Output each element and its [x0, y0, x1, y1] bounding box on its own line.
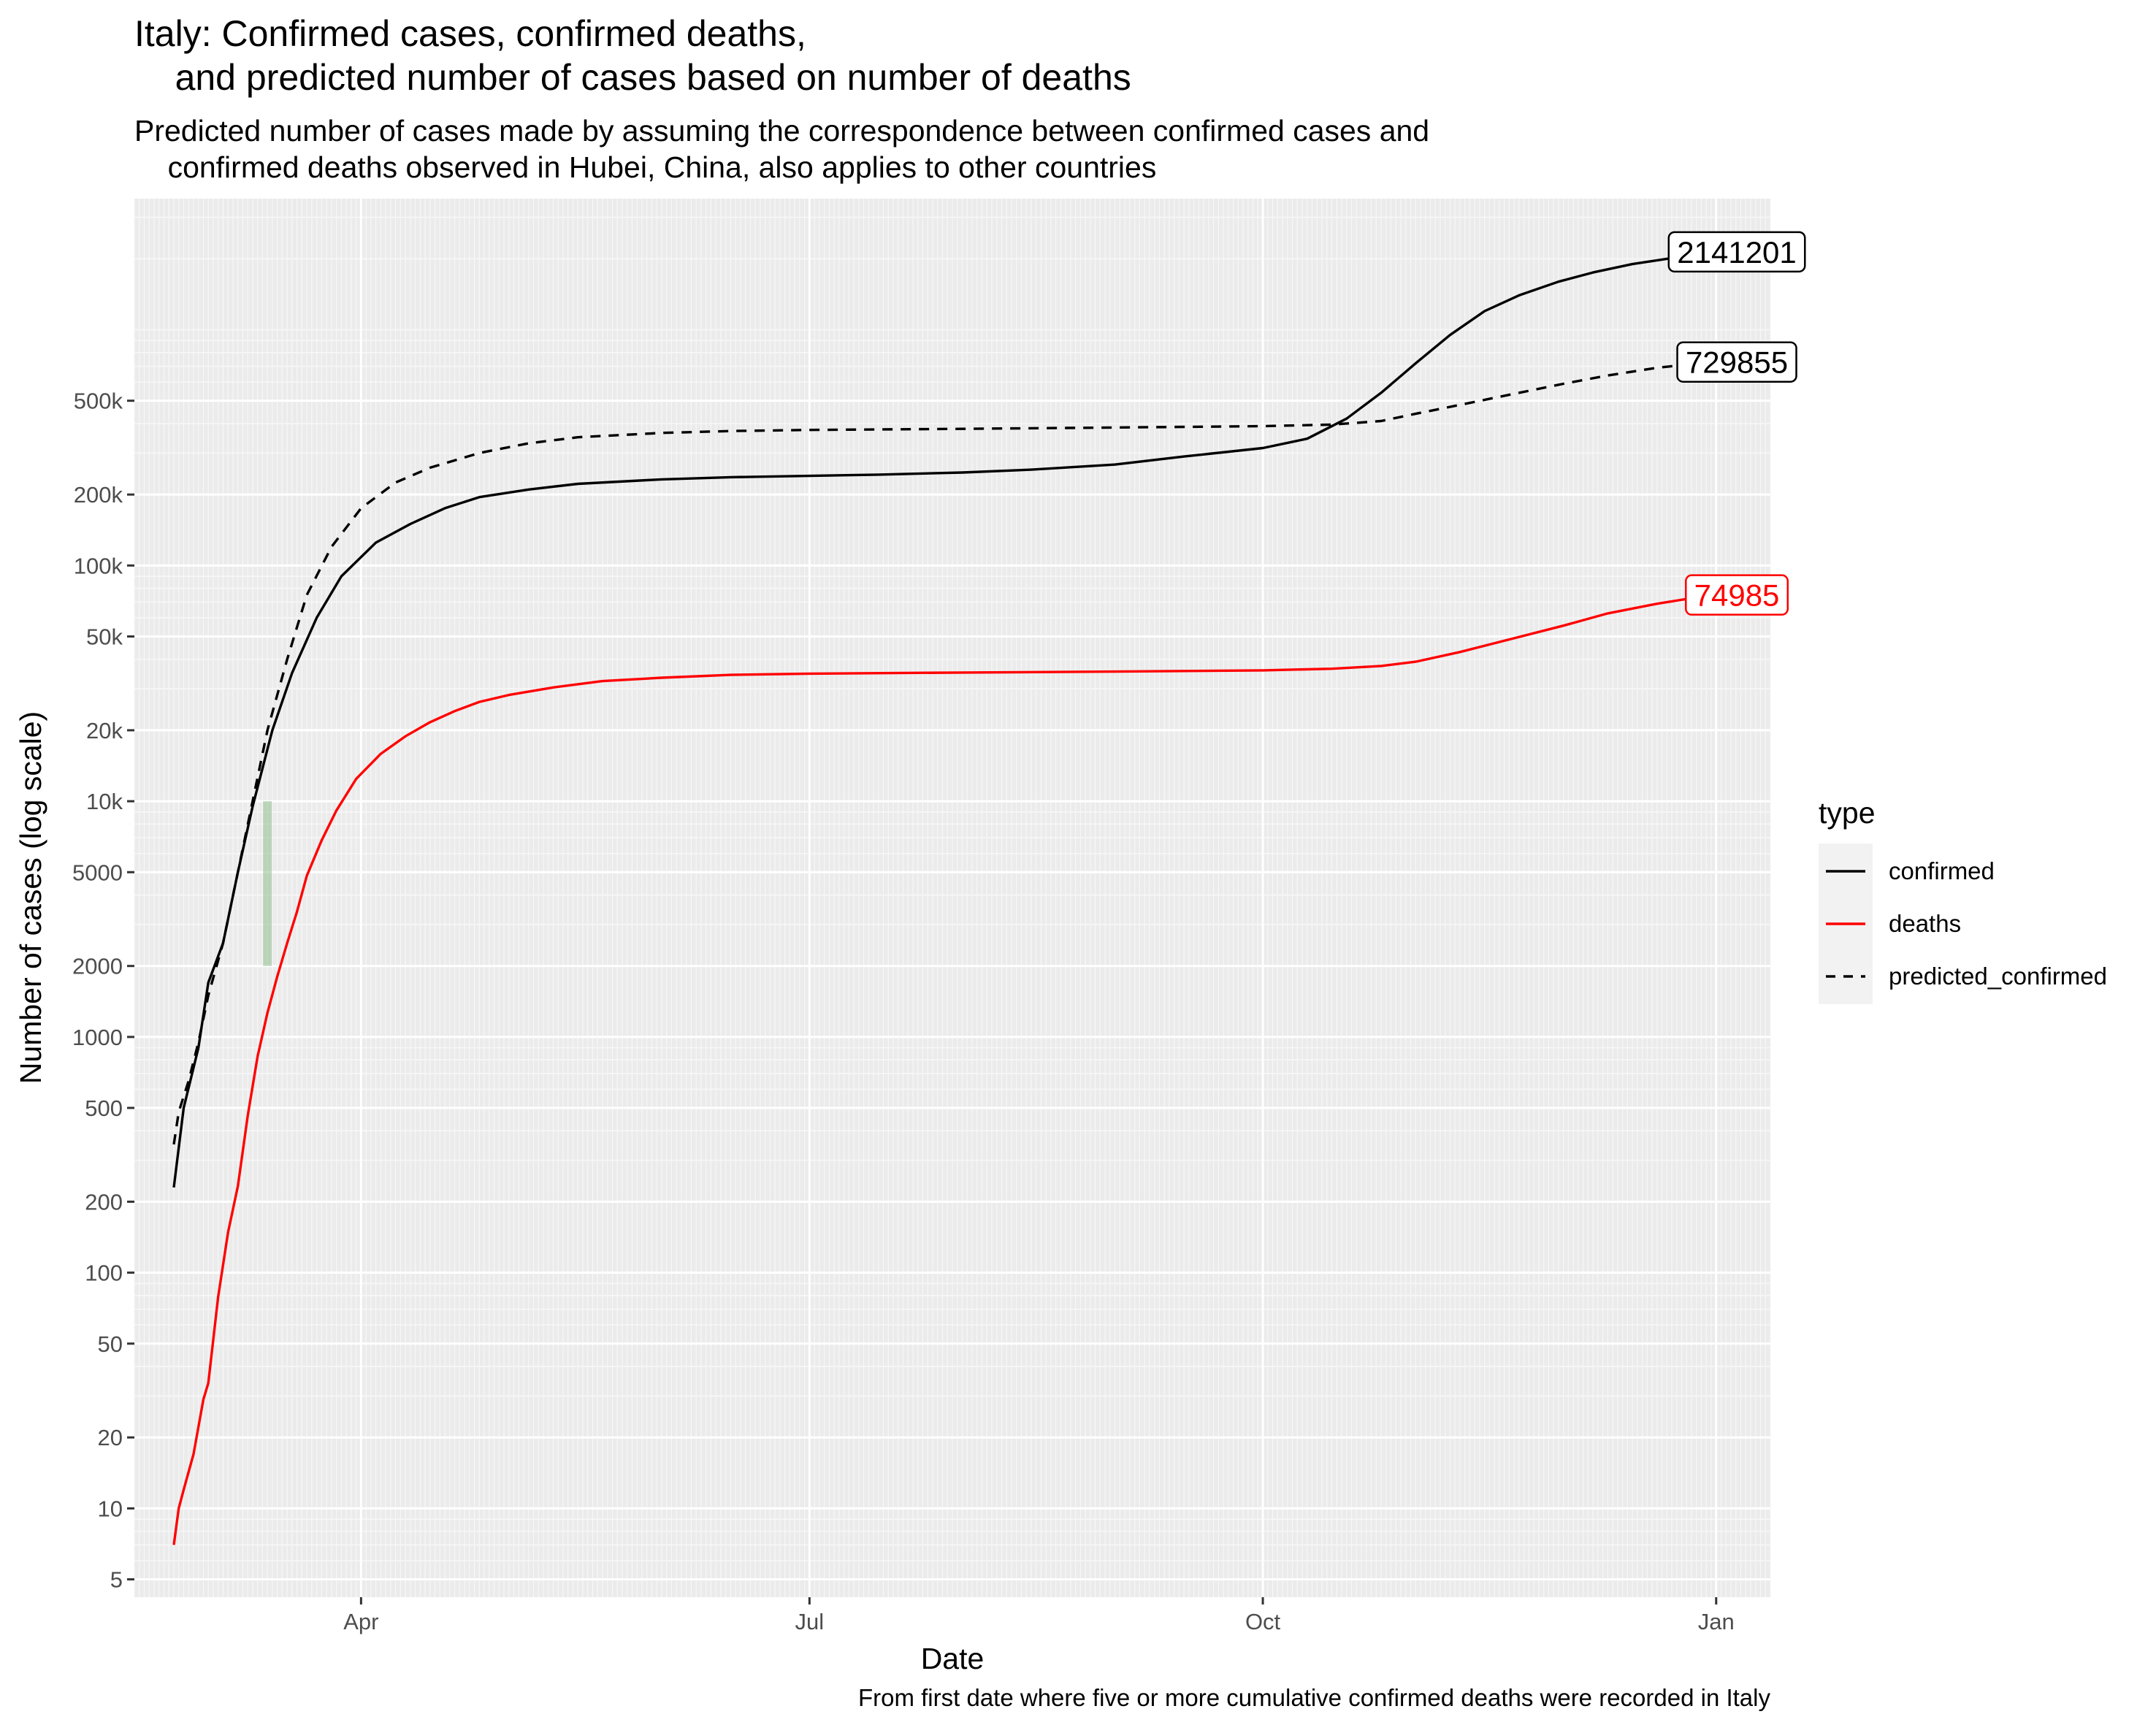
- x-tick-label: Apr: [343, 1609, 378, 1634]
- end-label-box-deaths: [1685, 574, 1789, 616]
- y-tick-label: 20: [98, 1425, 123, 1450]
- y-tick-label: 500: [85, 1095, 123, 1121]
- y-tick-label: 50: [98, 1331, 123, 1357]
- end-labels: 2141201 74985 729855: [1667, 231, 1806, 616]
- series-layer: [172, 250, 1712, 1545]
- highlight-bar: [263, 801, 272, 966]
- y-tick-label: 200k: [74, 482, 123, 508]
- y-tick-label: 1000: [72, 1025, 123, 1050]
- y-axis: 5 10 20 50 100 200 500 1000 2000 5000 10k 20k 50k 100…: [72, 389, 134, 1593]
- y-tick-label: 5000: [72, 860, 123, 885]
- chart-caption: From first date where five or more cumul…: [857, 1684, 1770, 1711]
- legend-title: type: [1819, 796, 1876, 830]
- y-axis-title: Number of cases (log scale): [14, 711, 47, 1084]
- y-tick-label: 50k: [86, 624, 123, 649]
- y-tick-label: 10k: [86, 789, 123, 814]
- end-label-box-confirmed: [1667, 231, 1806, 273]
- y-tick-label: 2000: [72, 954, 123, 979]
- end-label-deaths: 74985: [1694, 578, 1780, 613]
- x-axis: Apr Jul Oct Jan: [343, 1597, 1735, 1634]
- series-line-confirmed: [172, 250, 1712, 1188]
- y-tick-label: 100k: [74, 553, 123, 578]
- x-tick-label: Oct: [1245, 1609, 1281, 1634]
- legend: type confirmed deaths predicted_confirmed: [1819, 796, 2107, 1004]
- grid-major: [134, 199, 1770, 1597]
- y-tick-label: 10: [98, 1496, 123, 1521]
- y-tick-label: 100: [85, 1261, 123, 1286]
- end-label-box-predicted_confirmed: [1676, 341, 1797, 383]
- x-tick-label: Jan: [1698, 1609, 1735, 1634]
- end-label-confirmed: 2141201: [1677, 235, 1797, 269]
- x-axis-title: Date: [921, 1642, 985, 1675]
- highlight-range: [263, 801, 272, 966]
- chart-title: Italy: Confirmed cases, confirmed deaths…: [134, 13, 1131, 98]
- legend-label-deaths: deaths: [1889, 910, 1961, 937]
- y-tick-label: 5: [110, 1567, 123, 1593]
- y-tick-label: 20k: [86, 718, 123, 743]
- y-tick-label: 500k: [74, 389, 123, 414]
- chart-subtitle: Predicted number of cases made by assumi…: [134, 114, 1430, 184]
- legend-label-predicted_confirmed: predicted_confirmed: [1889, 963, 2107, 990]
- series-line-deaths: [172, 594, 1712, 1545]
- x-tick-label: Jul: [795, 1609, 825, 1634]
- y-tick-label: 200: [85, 1189, 123, 1215]
- end-label-predicted_confirmed: 729855: [1686, 345, 1788, 380]
- legend-label-confirmed: confirmed: [1889, 857, 1995, 884]
